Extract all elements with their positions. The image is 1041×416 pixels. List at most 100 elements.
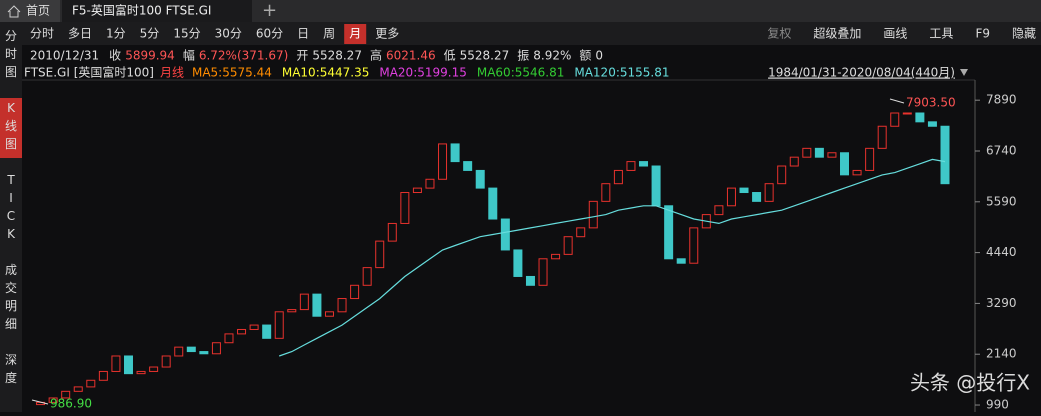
candle <box>852 169 862 176</box>
home-icon <box>7 5 21 18</box>
active-tab[interactable] <box>62 0 252 22</box>
period-button[interactable]: 30分 <box>215 27 242 41</box>
candle <box>299 293 309 311</box>
candle <box>513 249 523 277</box>
candle <box>613 169 623 185</box>
candle <box>626 161 636 171</box>
candle <box>174 346 184 357</box>
candle <box>312 293 322 317</box>
tool-button[interactable]: 工具 <box>929 27 953 41</box>
candle <box>161 355 171 368</box>
candle <box>387 222 397 242</box>
legend-item: MA20:5199.15 <box>379 66 467 80</box>
period-button[interactable]: 更多 <box>375 27 399 41</box>
watermark: 头条 @投行X <box>910 371 1030 395</box>
candle <box>601 183 611 202</box>
candle <box>73 386 83 392</box>
period-button[interactable]: 月 <box>349 27 361 41</box>
legend-item: MA10:5447.35 <box>282 66 370 80</box>
y-tick-label: 990 <box>986 398 1009 412</box>
candle <box>61 390 71 399</box>
candle <box>186 346 196 353</box>
min-arrow <box>31 399 49 405</box>
candle <box>865 147 875 171</box>
period-button[interactable]: 周 <box>323 27 335 41</box>
tool-button[interactable]: 超级叠加 <box>813 26 861 41</box>
info-value: 8.92% <box>533 49 571 63</box>
min-label: 986.90 <box>50 397 92 411</box>
tool-button[interactable]: 画线 <box>883 27 907 41</box>
period-button[interactable]: 60分 <box>256 27 283 41</box>
legend-period: 月线 <box>160 66 184 80</box>
y-tick-label: 5590 <box>986 194 1017 208</box>
y-tick-label: 2140 <box>986 347 1017 361</box>
candle <box>752 192 762 202</box>
period-button[interactable]: 15分 <box>173 27 200 41</box>
sidebar-tab[interactable]: 成交明细 <box>5 263 17 331</box>
candle <box>375 240 385 269</box>
tool-button[interactable]: 复权 <box>767 27 791 41</box>
candle <box>726 187 736 207</box>
candle <box>588 200 598 229</box>
candle <box>412 187 422 194</box>
candle <box>136 370 146 375</box>
candle <box>425 178 435 189</box>
candle <box>915 112 925 123</box>
candle <box>211 342 221 355</box>
period-button[interactable]: 1分 <box>106 27 126 41</box>
info-label: 高 <box>370 48 382 63</box>
candle <box>224 333 234 344</box>
info-label: 幅 <box>183 48 195 63</box>
candle <box>814 147 824 158</box>
candle <box>827 152 837 158</box>
info-value: 6.72%(371.67) <box>199 49 288 63</box>
legend-item: MA120:5155.81 <box>574 66 669 80</box>
period-button[interactable]: 多日 <box>68 27 92 41</box>
candle <box>350 284 360 300</box>
candle <box>123 355 133 375</box>
candle <box>199 351 209 355</box>
candle <box>551 253 561 260</box>
candle <box>400 192 410 224</box>
active-tab-text[interactable]: F5-英国富时100 FTSE.GI <box>72 3 211 18</box>
candle <box>86 379 96 388</box>
candle <box>488 187 498 220</box>
period-active[interactable] <box>344 24 367 44</box>
info-label: 开 <box>296 49 308 63</box>
home-text[interactable]: 首页 <box>26 4 50 18</box>
max-label: 7903.50 <box>906 96 956 110</box>
candle <box>576 227 586 238</box>
legend-range: 1984/01/31-2020/08/04(440月) <box>768 66 955 80</box>
toolbar <box>0 22 1041 45</box>
candle <box>714 205 724 216</box>
tool-button[interactable]: F9 <box>975 27 990 41</box>
candle <box>890 112 900 127</box>
candle <box>337 298 347 313</box>
sidebar-tab[interactable]: 深度 <box>5 353 17 385</box>
add-tab[interactable]: + <box>262 0 277 21</box>
candle <box>237 328 247 335</box>
range-arrow <box>960 69 968 76</box>
candle <box>639 161 649 167</box>
period-button[interactable]: 分时 <box>30 27 54 41</box>
sidebar-tab[interactable]: 分时图 <box>5 29 17 79</box>
tool-button[interactable]: 隐藏 <box>1012 27 1036 41</box>
sidebar-tab[interactable]: K 线图 <box>5 101 17 151</box>
info-label: 额 <box>579 49 591 63</box>
candle <box>877 125 887 149</box>
sidebar-active[interactable] <box>0 98 22 158</box>
info-area <box>0 45 1041 80</box>
candle <box>902 112 912 115</box>
candle <box>500 218 510 251</box>
tab-bar <box>0 0 1041 22</box>
candle <box>463 161 473 171</box>
period-button[interactable]: 日 <box>297 27 309 41</box>
candle <box>98 370 108 381</box>
candle <box>927 121 937 127</box>
period-button[interactable]: 5分 <box>140 27 160 41</box>
candle <box>274 311 284 339</box>
y-tick-label: 6740 <box>986 143 1017 157</box>
